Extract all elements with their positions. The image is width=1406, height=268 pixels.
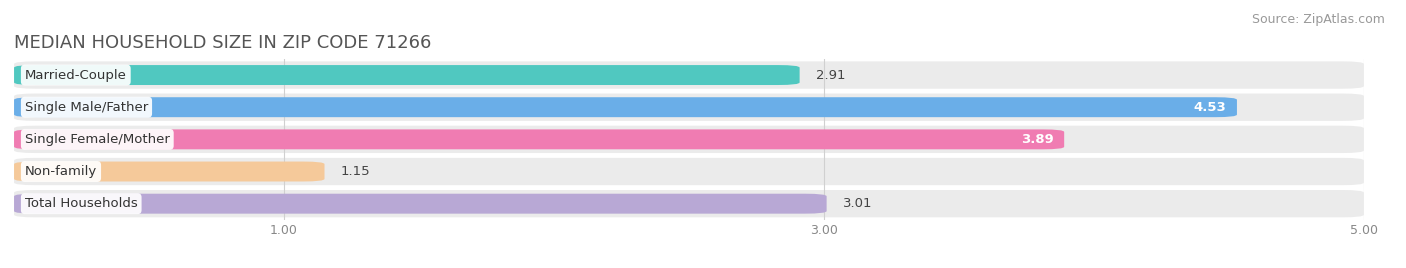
FancyBboxPatch shape <box>14 129 1064 149</box>
FancyBboxPatch shape <box>14 194 827 214</box>
FancyBboxPatch shape <box>14 94 1364 121</box>
Text: Married-Couple: Married-Couple <box>25 69 127 81</box>
Text: 3.01: 3.01 <box>842 197 872 210</box>
FancyBboxPatch shape <box>14 190 1364 217</box>
Text: 4.53: 4.53 <box>1194 101 1226 114</box>
Text: Single Male/Father: Single Male/Father <box>25 101 148 114</box>
Text: Single Female/Mother: Single Female/Mother <box>25 133 170 146</box>
FancyBboxPatch shape <box>14 65 800 85</box>
Text: 1.15: 1.15 <box>340 165 370 178</box>
Text: Source: ZipAtlas.com: Source: ZipAtlas.com <box>1251 13 1385 27</box>
Text: Non-family: Non-family <box>25 165 97 178</box>
FancyBboxPatch shape <box>14 97 1237 117</box>
FancyBboxPatch shape <box>14 126 1364 153</box>
Text: MEDIAN HOUSEHOLD SIZE IN ZIP CODE 71266: MEDIAN HOUSEHOLD SIZE IN ZIP CODE 71266 <box>14 34 432 52</box>
FancyBboxPatch shape <box>14 61 1364 89</box>
Text: Total Households: Total Households <box>25 197 138 210</box>
Text: 3.89: 3.89 <box>1021 133 1053 146</box>
Text: 2.91: 2.91 <box>815 69 845 81</box>
FancyBboxPatch shape <box>14 162 325 181</box>
FancyBboxPatch shape <box>14 158 1364 185</box>
